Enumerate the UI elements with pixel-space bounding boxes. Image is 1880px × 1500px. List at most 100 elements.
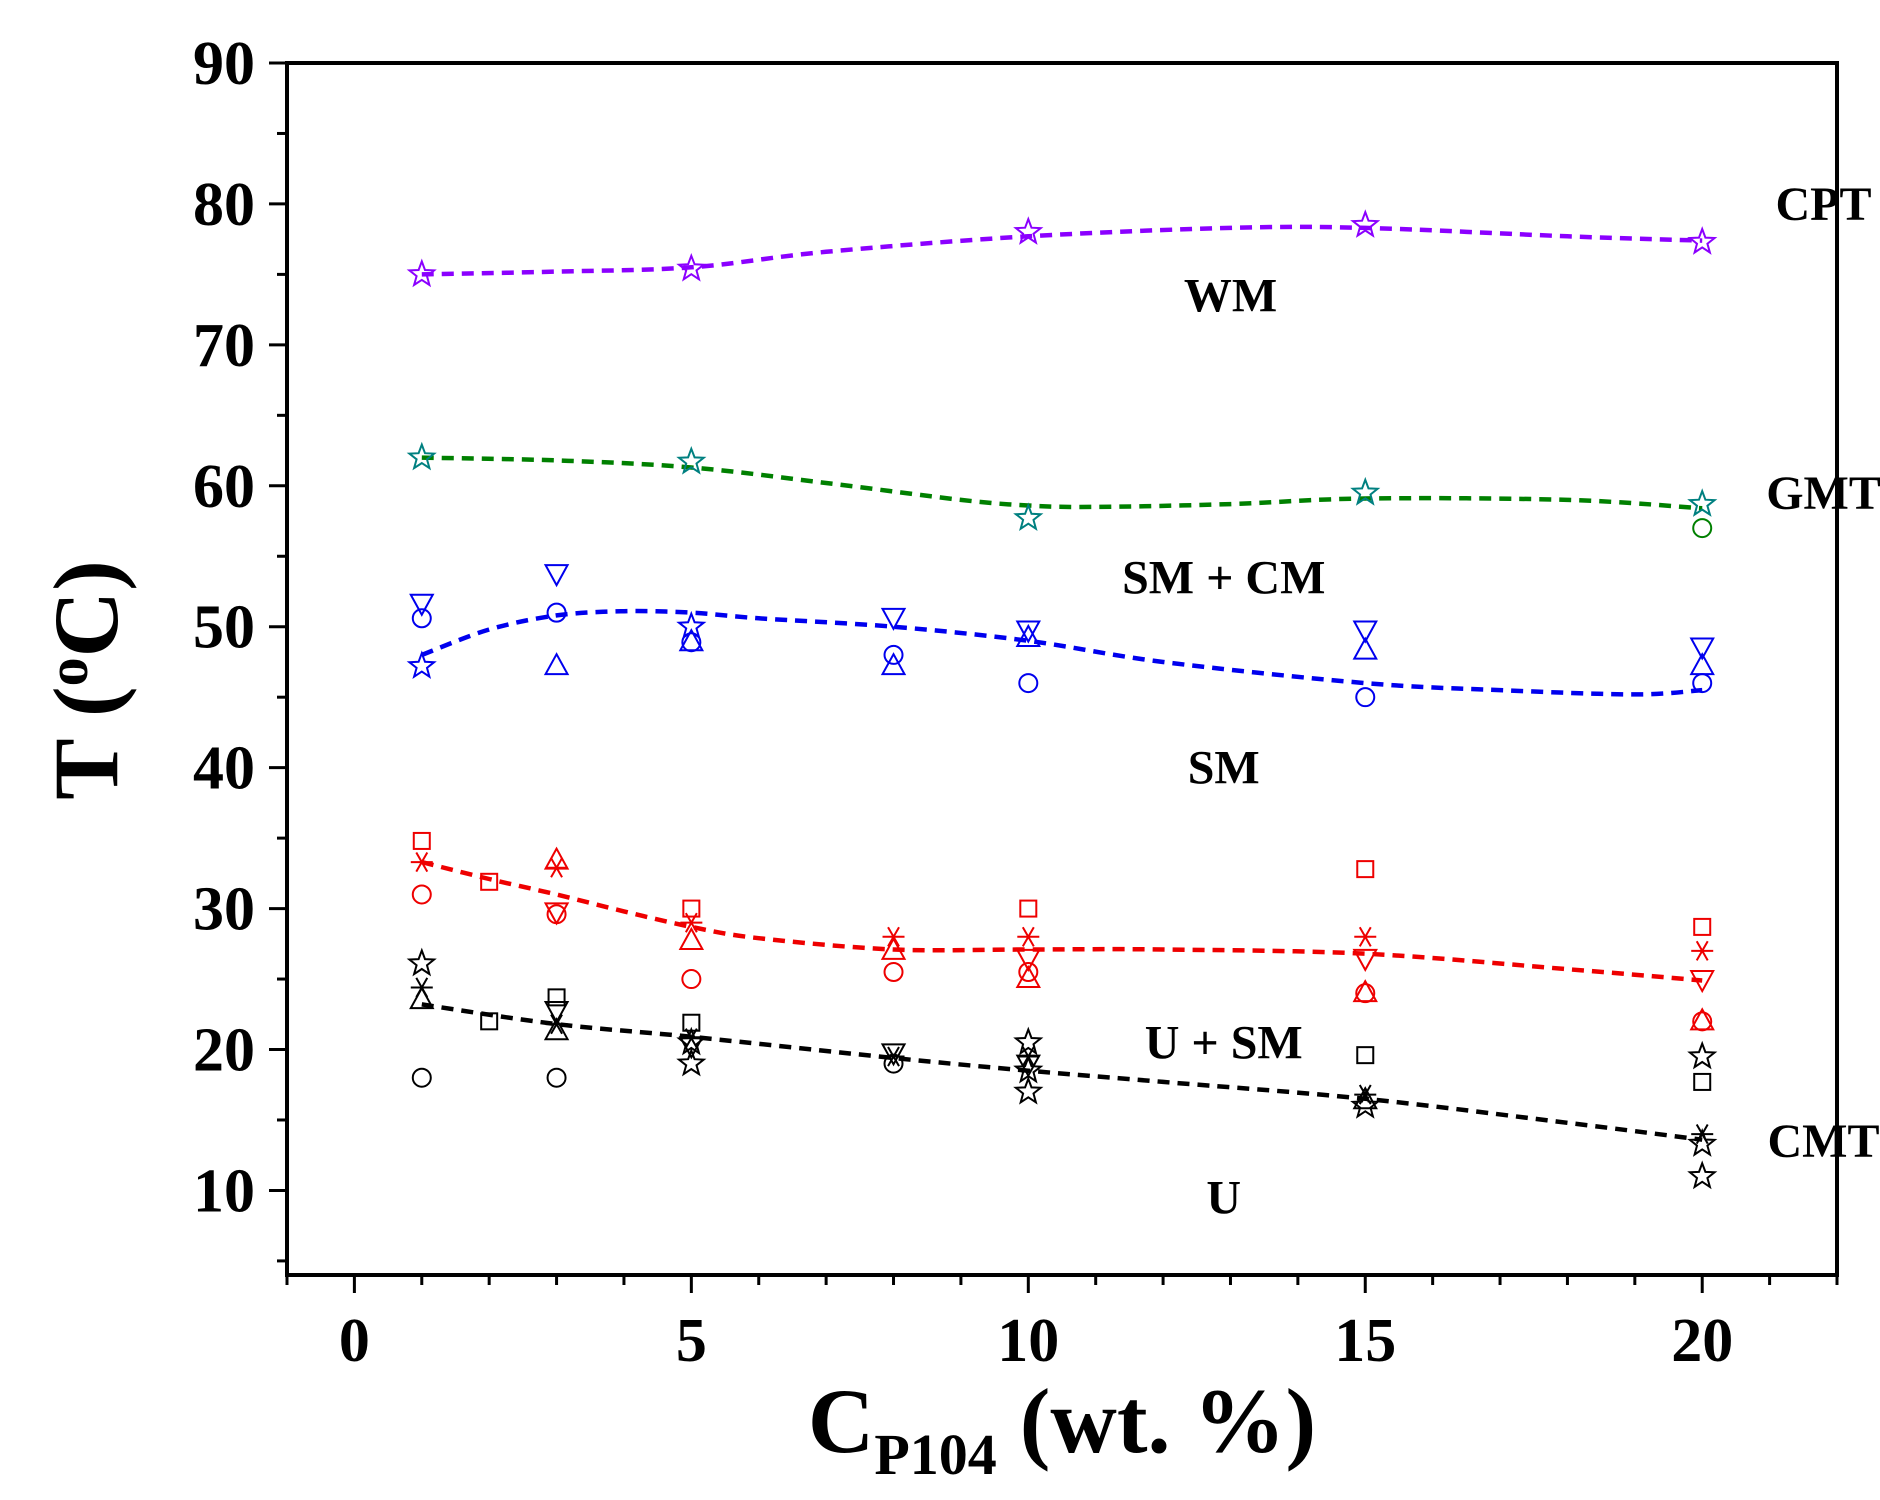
star-marker (1013, 502, 1044, 531)
triangle-down-marker (1689, 637, 1715, 661)
x-axis-title-suffix: (wt. %) (997, 1370, 1316, 1472)
triangle-down-marker (1352, 948, 1378, 972)
x-tick-label: 10 (997, 1307, 1059, 1375)
circle-marker (411, 884, 432, 905)
star-marker (676, 1047, 707, 1077)
star-marker (1350, 209, 1381, 238)
square-marker (1019, 899, 1038, 918)
star-marker (406, 947, 437, 977)
region-label: CPT (1776, 178, 1872, 231)
x-tick-label: 0 (339, 1307, 370, 1375)
triangle-down-marker (543, 902, 570, 926)
y-tick-label: 80 (193, 171, 255, 239)
y-axis-title-superscript: o (35, 657, 100, 686)
circle-marker (546, 1067, 567, 1088)
star-marker (1687, 488, 1718, 517)
square-marker (480, 872, 499, 891)
x-tick-label: 15 (1334, 1307, 1396, 1375)
triangle-down-marker (409, 593, 435, 617)
trend-lines (421, 224, 1703, 1142)
square-marker (1693, 1072, 1712, 1091)
circle-marker (546, 904, 567, 925)
triangle-up-marker (1352, 1086, 1378, 1110)
star-marker (1350, 476, 1381, 506)
triangle-down-marker (1352, 620, 1378, 644)
axis-ticks: 10 20 30 40 50 60 70 80 90 0 5 10 15 20 (193, 30, 1839, 1375)
circle-marker (1692, 673, 1713, 694)
circle-marker (411, 1067, 432, 1088)
trend-line (421, 608, 1703, 697)
square-marker (1356, 1046, 1375, 1065)
star-marker (1013, 1075, 1044, 1105)
square-marker (412, 831, 431, 850)
triangle-up-marker (1352, 636, 1378, 660)
region-label: U (1206, 1171, 1241, 1224)
x-axis-title-subscript: P104 (874, 1422, 996, 1487)
asterisk-marker (882, 926, 905, 947)
region-label: GMT (1766, 467, 1880, 520)
square-marker (682, 899, 701, 918)
trend-line (421, 455, 1703, 511)
circle-marker (1355, 687, 1376, 708)
triangle-up-marker (1015, 964, 1041, 989)
asterisk-marker (1354, 926, 1377, 947)
star-marker (1013, 1026, 1044, 1056)
y-tick-label: 90 (193, 30, 255, 98)
triangle-up-marker (543, 1017, 570, 1041)
triangle-up-marker (409, 986, 435, 1010)
plot-frame (285, 61, 1839, 1277)
triangle-up-marker (1689, 1007, 1715, 1031)
triangle-down-marker (880, 607, 907, 631)
triangle-up-marker (543, 652, 570, 676)
y-axis-title-suffix: C) (35, 560, 137, 657)
trend-line (421, 859, 1703, 983)
asterisk-marker (680, 912, 703, 933)
star-marker (1013, 216, 1044, 245)
triangle-up-marker (543, 846, 570, 870)
star-marker (406, 258, 437, 288)
star-marker (1687, 1160, 1718, 1190)
asterisk-marker (410, 852, 433, 873)
triangle-up-marker (678, 926, 705, 950)
square-marker (1693, 917, 1712, 936)
star-marker (406, 650, 437, 680)
star-marker (676, 445, 707, 475)
star-marker (1687, 1128, 1718, 1157)
x-tick-label: 20 (1671, 1307, 1733, 1375)
circle-marker (1018, 962, 1039, 982)
square-marker (1356, 860, 1375, 879)
asterisk-marker (545, 1014, 568, 1035)
star-marker (406, 441, 437, 471)
triangle-up-marker (880, 652, 907, 676)
y-axis-title: T (oC) (35, 560, 137, 799)
y-tick-label: 20 (193, 1017, 255, 1085)
triangle-down-marker (543, 1001, 570, 1025)
y-tick-label: 40 (193, 735, 255, 803)
region-label: U + SM (1145, 1016, 1303, 1069)
triangle-up-marker (1015, 623, 1041, 647)
triangle-down-marker (1689, 970, 1715, 994)
y-tick-label: 10 (193, 1157, 255, 1225)
y-tick-label: 50 (193, 594, 255, 662)
circle-marker (1018, 673, 1039, 694)
square-marker (480, 1012, 499, 1031)
asterisk-marker (1017, 926, 1040, 947)
star-marker (1687, 226, 1718, 255)
star-marker (1350, 1090, 1381, 1119)
circle-marker (883, 644, 904, 665)
y-tick-label: 60 (193, 453, 255, 521)
circle-marker (411, 608, 432, 629)
triangle-up-marker (678, 628, 705, 652)
square-marker (547, 988, 566, 1007)
x-axis-title: CP104 (wt. %) (808, 1370, 1316, 1487)
asterisk-marker (1691, 940, 1714, 961)
circle-marker (1692, 518, 1713, 539)
triangle-down-marker (543, 564, 570, 588)
triangle-down-marker (880, 1043, 907, 1067)
trend-line (421, 224, 1703, 277)
trend-line (421, 1002, 1703, 1142)
triangle-down-marker (1015, 620, 1041, 644)
star-marker (676, 252, 707, 282)
